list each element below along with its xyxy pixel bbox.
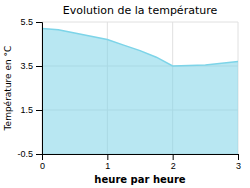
tick-label: 1 <box>105 161 110 171</box>
tick-mark <box>36 22 42 23</box>
tick: 1 <box>105 154 110 171</box>
area <box>42 29 238 154</box>
y-axis-label: Température en °C <box>3 46 13 132</box>
title: Evolution de la température <box>63 4 218 17</box>
x-axis: 0 1 2 3 <box>40 154 241 171</box>
tick-mark <box>173 154 174 160</box>
tick-mark <box>36 110 42 111</box>
tick-mark <box>36 154 42 155</box>
tick: 0 <box>40 154 45 171</box>
tick-label: -0.5 <box>17 149 33 159</box>
y-axis: -0.5 1.5 3.5 5.5 <box>17 17 42 159</box>
tick-label: 0 <box>40 161 45 171</box>
grid-line <box>42 22 238 23</box>
axis-line <box>43 155 239 161</box>
tick: 1.5 <box>20 105 42 115</box>
grid <box>42 22 238 154</box>
tick-label: 1.5 <box>20 105 33 115</box>
tick: -0.5 <box>17 149 42 159</box>
chart: 0 1 2 3 -0.5 1.5 3.5 5.5 Evolution de la tempéra… <box>0 0 250 188</box>
tick-label: 3.5 <box>20 61 33 71</box>
tick: 5.5 <box>20 17 42 27</box>
marks <box>42 29 238 154</box>
plot: 0 1 2 3 -0.5 1.5 3.5 5.5 <box>17 17 241 171</box>
tick: 3 <box>236 154 241 171</box>
tick-mark <box>238 154 239 160</box>
tick-label: 3 <box>236 161 241 171</box>
tick-label: 2 <box>171 161 176 171</box>
tick-mark <box>107 154 108 160</box>
x-axis-label: heure par heure <box>94 174 185 185</box>
tick: 2 <box>171 154 176 171</box>
tick-label: 5.5 <box>20 17 33 27</box>
axis-line <box>36 23 43 155</box>
tick: 3.5 <box>20 61 42 71</box>
tick-mark <box>36 66 42 67</box>
line <box>42 29 238 66</box>
